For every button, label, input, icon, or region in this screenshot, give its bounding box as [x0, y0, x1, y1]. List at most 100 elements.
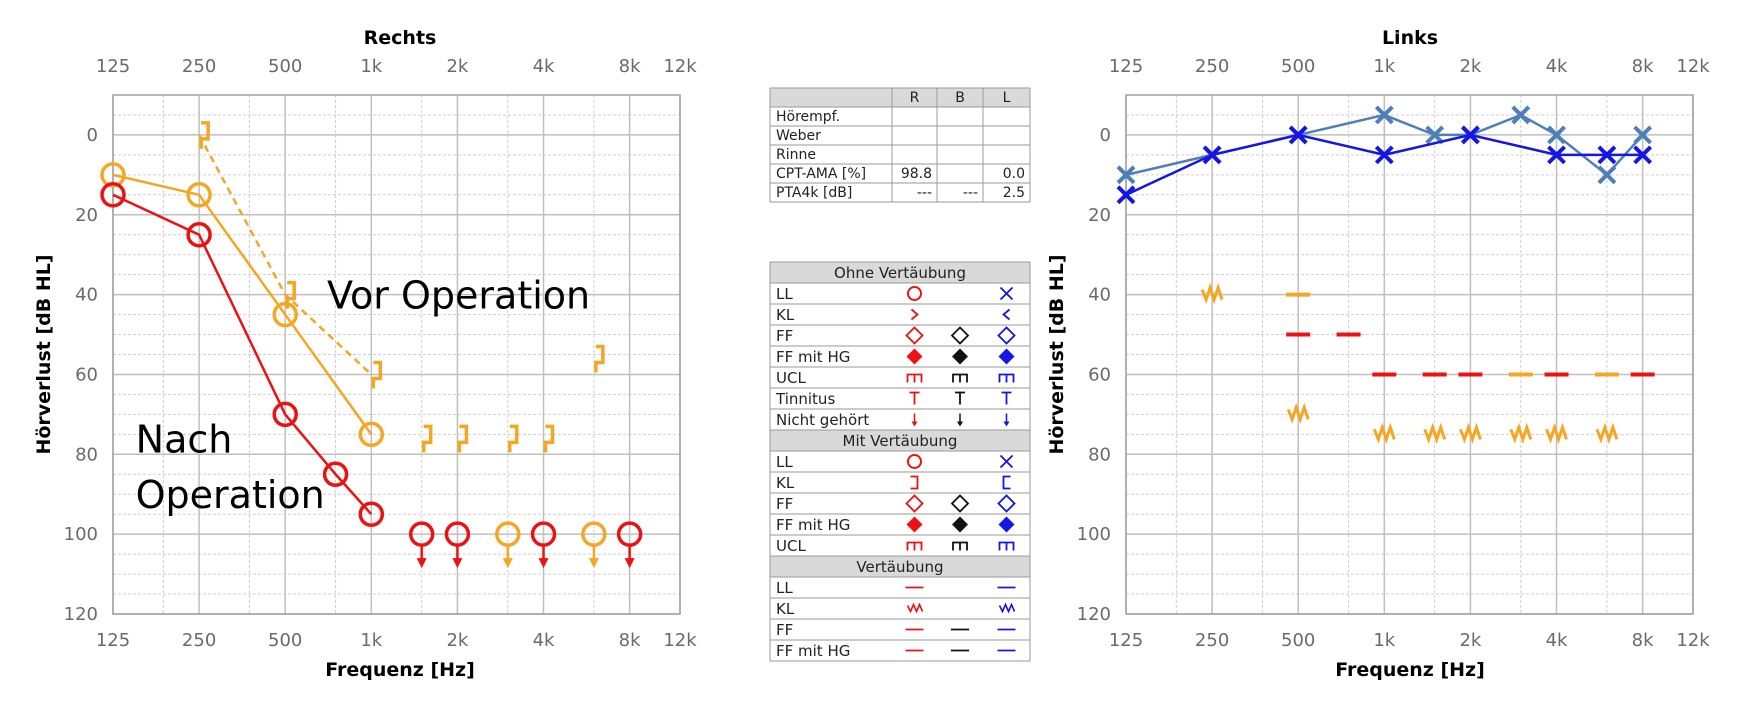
y-tick-label: 60 — [75, 364, 98, 385]
legend-symbol-arrow-head — [1003, 421, 1010, 427]
x-tick-label-top: 1k — [1373, 56, 1395, 77]
y-tick-label: 20 — [1088, 205, 1111, 226]
data-point-bracket — [421, 424, 433, 453]
data-point-circle — [358, 421, 385, 448]
legend-section-title: Ohne Vertäubung — [834, 264, 966, 282]
y-tick-label: 40 — [75, 285, 98, 306]
x-tick-label-bottom: 1k — [360, 630, 382, 651]
y-axis-label: Hörverlust [dB HL] — [1046, 254, 1068, 454]
legend-symbol-circle — [907, 454, 922, 469]
legend-symbol-diamond-filled — [952, 348, 968, 365]
x-tick-label-bottom: 125 — [96, 630, 130, 651]
data-point-circle — [100, 162, 126, 188]
x-tick-label-bottom: 1k — [1373, 630, 1395, 651]
masking-marker-zigzag — [1200, 282, 1224, 305]
annotation-label: Vor Operation — [327, 274, 590, 318]
legend-symbol-ucl — [952, 373, 968, 383]
x-tick-label-top: 8k — [619, 56, 641, 77]
data-point-circle — [322, 461, 349, 488]
legend-symbol-bracket-left — [1002, 475, 1011, 490]
data-point-bracket — [285, 280, 296, 309]
legend-symbol-x — [999, 286, 1014, 301]
legend-symbol-arrow-head — [911, 421, 918, 427]
legend-symbol-zigzag — [998, 602, 1016, 614]
x-tick-label-top: 250 — [182, 56, 216, 77]
legend-symbol-x — [999, 454, 1014, 469]
x-tick-label-top: 2k — [446, 56, 468, 77]
x-tick-label-top: 8k — [1632, 56, 1654, 77]
table-row-label: PTA4k [dB] — [776, 185, 852, 201]
x-tick-label-top: 125 — [1109, 56, 1143, 77]
legend-section-header-bg — [770, 262, 1030, 283]
data-point-bracket — [543, 424, 555, 453]
x-tick-label-top: 12k — [663, 56, 697, 77]
legend-symbol-ucl — [906, 373, 923, 383]
masking-marker-zigzag — [1459, 422, 1482, 445]
x-tick-label-bottom: 2k — [1459, 630, 1481, 651]
legend-symbol-diamond-open — [905, 326, 924, 345]
table-cell: 2.5 — [1003, 185, 1025, 201]
data-point-x — [1461, 125, 1480, 145]
legend-symbol-diamond-filled — [998, 516, 1015, 533]
no-response-arrow — [502, 558, 513, 569]
x-tick-label-bottom: 500 — [268, 630, 302, 651]
legend-symbol-tinnitus — [955, 391, 965, 405]
y-axis-label: Hörverlust [dB HL] — [33, 254, 55, 454]
x-tick-label-bottom: 12k — [663, 630, 697, 651]
x-tick-label-bottom: 8k — [1632, 630, 1654, 651]
masking-marker-zigzag — [1595, 422, 1619, 445]
data-point-x — [1374, 105, 1394, 125]
table-header-bg — [770, 88, 1030, 107]
legend-symbol-diamond-filled — [952, 516, 968, 533]
legend-symbol-tinnitus — [1001, 391, 1012, 405]
legend-section-header-bg — [770, 556, 1030, 577]
masking-marker-zigzag — [1545, 422, 1568, 445]
table-cell: --- — [963, 185, 978, 201]
series-line — [198, 134, 373, 376]
y-tick-label: 0 — [87, 125, 98, 146]
audiogram-panel-right-ear: Rechts 125 125 250 250 500 500 1k 1k 2k 2k 4k 4k 8k 8k… — [33, 27, 697, 681]
data-point-x — [1116, 165, 1136, 185]
x-tick-label-top: 500 — [1281, 56, 1315, 77]
legend-symbol-diamond-open — [950, 494, 970, 513]
data-point-x — [1547, 145, 1566, 165]
table-row-label: Hörempf. — [776, 109, 840, 125]
y-tick-label: 120 — [1077, 604, 1111, 625]
data-point-circle — [272, 401, 298, 428]
summary-table: R B L Hörempf. Weber Rinne CPT-AMA [%] 98.8 0.0 P… — [769, 87, 1031, 203]
series-line — [1125, 133, 1643, 196]
y-tick-label: 60 — [1088, 364, 1111, 385]
data-point-x — [1633, 125, 1653, 145]
legend-row-label: LL — [776, 453, 793, 471]
data-point-x — [1597, 165, 1617, 185]
data-point-x — [1633, 145, 1653, 165]
table-cell: 0.0 — [1003, 166, 1025, 182]
data-point-circle — [186, 221, 212, 248]
y-tick-label: 20 — [75, 205, 98, 226]
no-response-arrow — [588, 558, 599, 569]
legend-symbol-diamond-filled — [998, 348, 1015, 365]
table-column-header: R — [910, 90, 920, 106]
table-column-header: B — [955, 90, 965, 106]
data-point-circle — [358, 501, 385, 527]
data-point-x — [1547, 125, 1566, 145]
chart-title: Links — [1382, 27, 1438, 49]
legend-symbol-bracket-right — [910, 475, 919, 490]
legend-symbol-zigzag — [906, 602, 924, 614]
x-axis-label: Frequenz [Hz] — [1335, 659, 1485, 681]
legend-row-label: FF — [776, 327, 793, 345]
y-tick-label: 100 — [64, 524, 98, 545]
data-point-bracket — [508, 424, 519, 453]
legend-symbol-diamond-open — [997, 326, 1016, 345]
legend-row-label: FF — [776, 621, 793, 639]
legend-section-header-bg — [770, 430, 1030, 451]
data-point-x — [1116, 185, 1136, 205]
x-tick-label-bottom: 250 — [1195, 630, 1229, 651]
x-tick-label-bottom: 250 — [182, 630, 216, 651]
y-tick-label: 120 — [64, 604, 98, 625]
data-point-circle — [100, 182, 126, 208]
legend-symbol-gt — [910, 308, 919, 321]
x-tick-label-top: 1k — [360, 56, 382, 77]
data-point-x — [1511, 105, 1531, 125]
